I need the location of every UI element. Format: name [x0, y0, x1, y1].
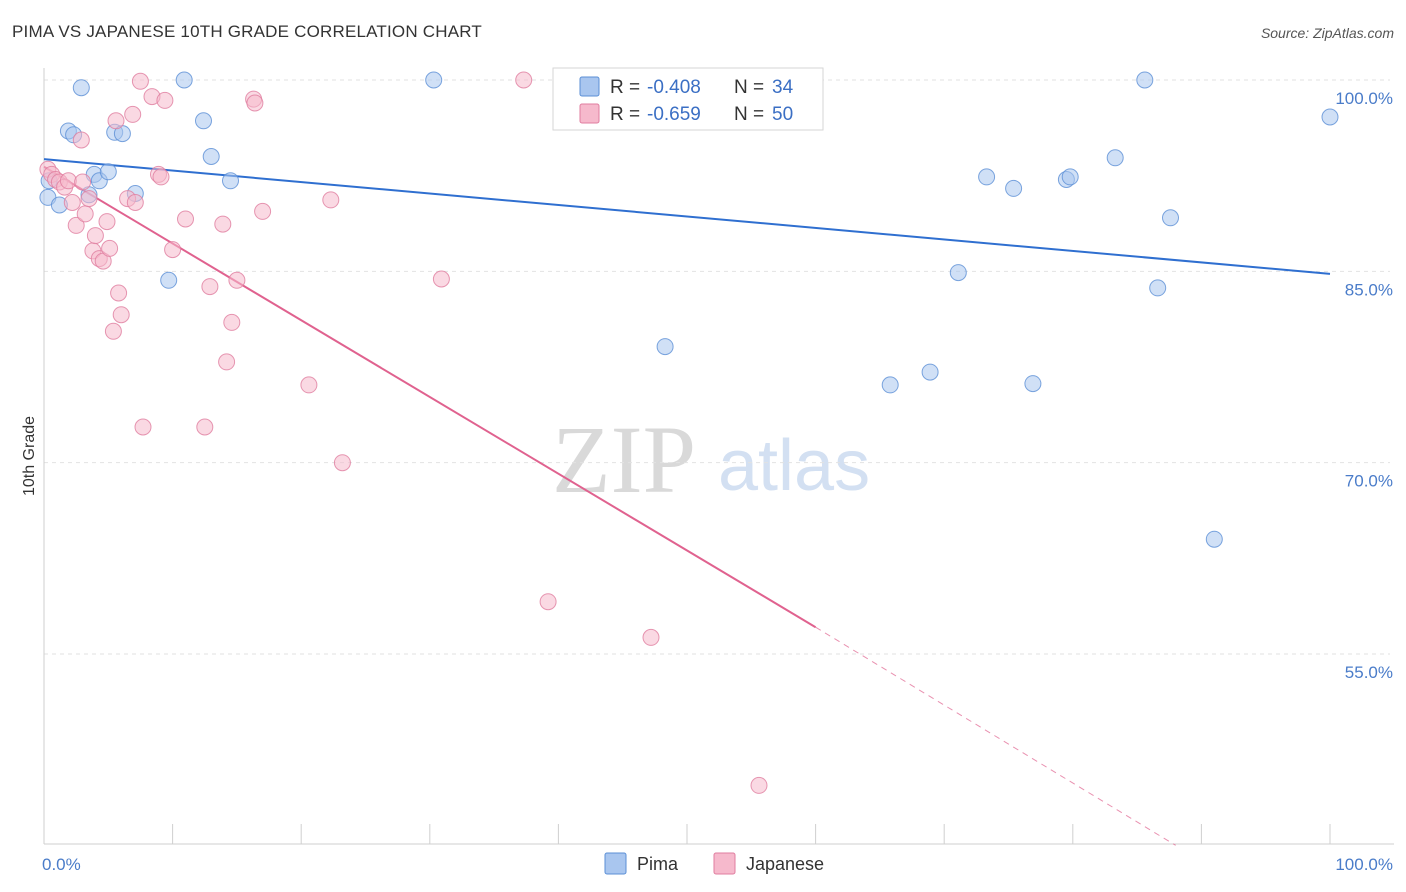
japanese-point: [246, 94, 264, 112]
japanese-point: [110, 284, 128, 302]
y-axis-title: 10th Grade: [21, 416, 38, 496]
japanese-point: [131, 72, 149, 90]
japanese-point: [228, 271, 246, 289]
pima-point: [195, 112, 212, 130]
pima-point: [1162, 209, 1179, 227]
pima-point: [72, 79, 90, 97]
legend-pima-n-label: N =: [734, 77, 764, 98]
x-tick-labels: 0.0% 100.0%: [42, 855, 1393, 874]
y-tick-label: 70.0%: [1345, 472, 1393, 491]
legend-pima-swatch: [579, 76, 600, 97]
pima-point: [175, 71, 193, 89]
legend-pima-n-value: 34: [772, 77, 794, 98]
japanese-point: [300, 376, 318, 394]
legend-japanese-n-value: 50: [772, 104, 793, 125]
bottom-legend-japanese-swatch: [713, 852, 736, 875]
japanese-point: [333, 454, 351, 472]
bottom-legend-pima-swatch: [604, 852, 627, 875]
pima-point: [1321, 108, 1339, 126]
y-tick-labels: 55.0% 70.0% 85.0% 100.0%: [1335, 89, 1393, 682]
japanese-point: [98, 213, 116, 231]
japanese-point: [214, 215, 232, 233]
japanese-point: [201, 278, 219, 296]
japanese-point: [134, 418, 152, 436]
japanese-point: [80, 190, 98, 208]
pima-point: [1024, 375, 1042, 393]
japanese-point: [152, 168, 170, 186]
japanese-point: [112, 306, 130, 324]
japanese-point: [72, 131, 90, 149]
japanese-point: [218, 353, 236, 371]
japanese-point: [642, 628, 660, 646]
pima-point: [99, 163, 117, 181]
japanese-point: [101, 239, 119, 257]
japanese-point: [59, 172, 77, 190]
pima-point: [949, 264, 967, 282]
pima-point: [160, 271, 178, 289]
pima-point: [1205, 530, 1223, 548]
legend-pima-r-value: -0.408: [647, 77, 701, 98]
legend-japanese-swatch: [579, 103, 600, 124]
japanese-point: [104, 322, 122, 340]
japanese-point: [254, 202, 272, 220]
japanese-point: [515, 71, 533, 89]
watermark-atlas: atlas: [718, 426, 870, 506]
bottom-legend-japanese-label: Japanese: [746, 854, 824, 874]
japanese-point: [76, 205, 94, 223]
japanese-point: [539, 593, 557, 611]
japanese-point: [750, 776, 768, 794]
pima-point: [881, 376, 899, 394]
x-tick-label-max: 100.0%: [1335, 855, 1393, 874]
pima-point: [1061, 168, 1079, 186]
japanese-point: [67, 216, 85, 234]
legend-pima-r-label: R =: [610, 77, 640, 98]
pima-point: [921, 363, 939, 381]
japanese-trend-line-extension: [815, 626, 1176, 846]
legend-japanese-r-label: R =: [610, 104, 640, 125]
japanese-point: [74, 173, 92, 191]
pima-trend-line: [43, 158, 1331, 275]
series-legend: Pima Japanese: [604, 852, 824, 875]
source-credit: Source: ZipAtlas.com: [1260, 25, 1394, 41]
japanese-point: [432, 270, 450, 288]
pima-point: [1136, 71, 1154, 89]
japanese-point: [86, 227, 104, 245]
pima-point: [1005, 179, 1023, 197]
pima-point: [425, 71, 443, 89]
japanese-point: [177, 210, 194, 228]
chart-title: PIMA VS JAPANESE 10TH GRADE CORRELATION …: [12, 22, 482, 41]
pima-point: [1106, 149, 1124, 167]
pima-point: [202, 148, 220, 165]
x-tick-label-min: 0.0%: [42, 855, 81, 874]
japanese-point: [156, 91, 174, 109]
legend-japanese-r-value: -0.659: [647, 104, 701, 125]
japanese-point: [124, 105, 142, 123]
japanese-point: [126, 194, 144, 211]
pima-point: [222, 172, 239, 190]
bottom-legend-pima-label: Pima: [637, 854, 679, 874]
watermark-zip: ZIP: [552, 406, 696, 513]
japanese-point: [63, 194, 81, 211]
data-points: [39, 71, 1339, 794]
y-tick-label: 85.0%: [1345, 280, 1393, 299]
japanese-point: [196, 418, 214, 436]
japanese-point: [107, 112, 125, 130]
japanese-point: [164, 241, 182, 259]
japanese-point: [322, 191, 340, 209]
pima-point: [978, 168, 996, 186]
stats-legend: R = -0.408 N = 34 R = -0.659 N = 50: [552, 67, 824, 131]
japanese-trend-line: [43, 165, 817, 629]
watermark: ZIP atlas: [552, 406, 870, 513]
y-tick-label: 55.0%: [1345, 663, 1393, 682]
y-tick-label: 100.0%: [1335, 89, 1393, 108]
pima-point: [656, 338, 674, 356]
pima-point: [1149, 279, 1167, 297]
legend-japanese-n-label: N =: [734, 104, 764, 125]
japanese-point: [223, 313, 241, 331]
